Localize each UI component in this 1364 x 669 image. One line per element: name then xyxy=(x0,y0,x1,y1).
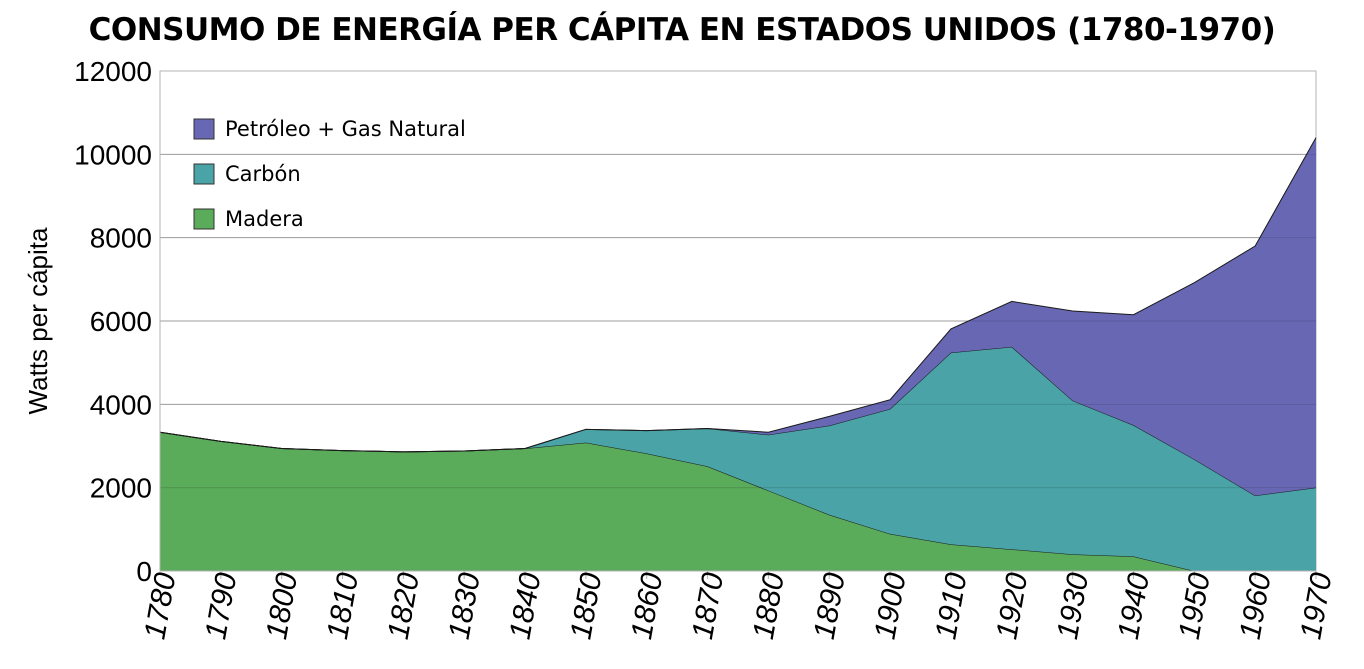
y-axis-label: Watts per cápita xyxy=(23,227,53,414)
legend-label: Madera xyxy=(225,207,304,231)
x-tick-label: 1920 xyxy=(990,570,1034,642)
x-tick-label: 1820 xyxy=(382,570,426,642)
x-tick-label: 1850 xyxy=(564,570,608,642)
x-tick-label: 1910 xyxy=(929,570,973,642)
x-tick-label: 1870 xyxy=(686,570,730,642)
x-tick-label: 1880 xyxy=(747,570,791,642)
x-tick-label: 1940 xyxy=(1112,570,1156,642)
legend-swatch xyxy=(193,163,215,185)
x-tick-label: 1830 xyxy=(443,570,487,642)
x-tick-label: 1840 xyxy=(504,570,548,642)
area-series-0 xyxy=(160,432,1316,571)
x-tick-label: 1890 xyxy=(808,570,852,642)
legend-label: Carbón xyxy=(225,162,301,186)
legend-label: Petróleo + Gas Natural xyxy=(225,117,466,141)
x-tick-label: 1900 xyxy=(869,570,913,642)
x-tick-label: 1810 xyxy=(321,570,365,642)
y-tick-label: 0 xyxy=(136,556,152,587)
y-tick-label: 10000 xyxy=(74,139,152,170)
area-series-1 xyxy=(160,346,1316,571)
x-tick-label: 1950 xyxy=(1173,570,1217,642)
x-tick-label: 1860 xyxy=(625,570,669,642)
y-tick-label: 6000 xyxy=(90,306,152,337)
legend-swatch xyxy=(193,208,215,230)
x-tick-label: 1790 xyxy=(199,570,243,642)
legend-swatch xyxy=(193,118,215,140)
chart-title: CONSUMO DE ENERGÍA PER CÁPITA EN ESTADOS… xyxy=(88,12,1276,48)
area-series-2 xyxy=(160,137,1316,496)
x-tick-label: 1800 xyxy=(260,570,304,642)
y-tick-label: 2000 xyxy=(90,473,152,504)
x-tick-label: 1930 xyxy=(1051,570,1095,642)
y-tick-label: 12000 xyxy=(74,56,152,87)
series-line-2 xyxy=(159,137,1317,453)
y-tick-label: 4000 xyxy=(90,389,152,420)
x-tick-label: 1970 xyxy=(1294,570,1338,642)
y-tick-label: 8000 xyxy=(90,223,152,254)
x-tick-label: 1960 xyxy=(1234,570,1278,642)
